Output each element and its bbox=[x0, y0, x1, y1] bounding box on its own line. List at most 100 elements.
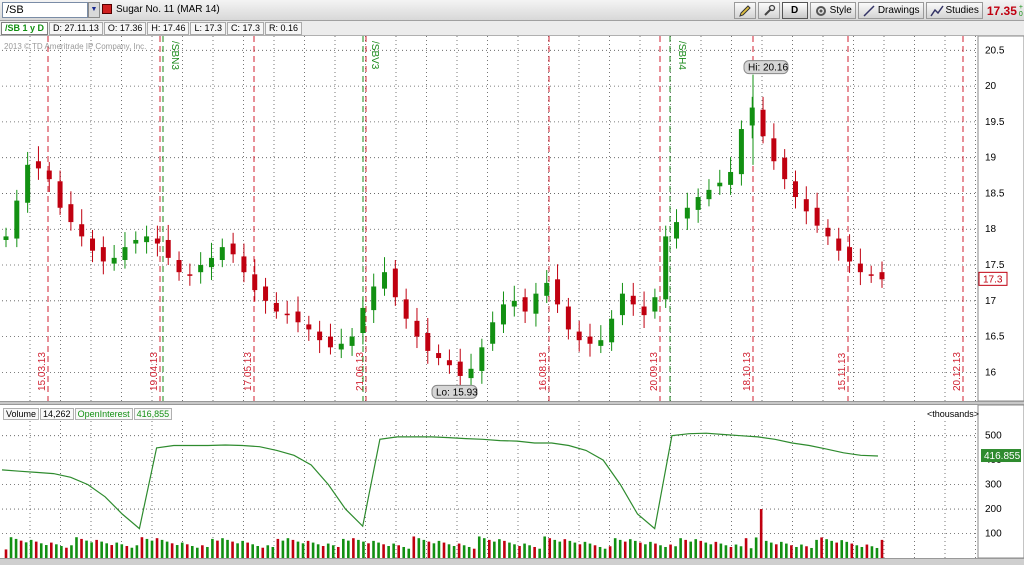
volume-bar bbox=[80, 538, 83, 558]
volume-bar bbox=[734, 544, 738, 558]
candle-body bbox=[349, 336, 355, 346]
volume-bar bbox=[830, 540, 833, 558]
candle-body bbox=[371, 286, 377, 311]
candle-body bbox=[198, 265, 204, 273]
volume-bar bbox=[875, 547, 879, 558]
symbol-input[interactable]: /SB bbox=[2, 2, 88, 18]
volume-bar bbox=[362, 541, 365, 558]
open-readout: O: 17.36 bbox=[103, 21, 147, 35]
low-readout: L: 17.3 bbox=[190, 21, 226, 35]
volume-bar bbox=[377, 542, 380, 558]
volume-y-tick-label: 100 bbox=[985, 529, 1002, 540]
volume-bar bbox=[659, 545, 662, 558]
volume-bar bbox=[593, 545, 597, 558]
volume-bar bbox=[739, 546, 743, 558]
volume-bar bbox=[588, 543, 592, 558]
price-plot-background bbox=[0, 36, 1024, 401]
volume-value: 14,262 bbox=[40, 408, 74, 420]
volume-bar bbox=[729, 546, 733, 558]
style-button[interactable]: Style bbox=[809, 2, 856, 19]
volume-bar bbox=[669, 544, 672, 558]
candle-body bbox=[208, 257, 214, 268]
volume-bar bbox=[402, 546, 406, 558]
volume-bar bbox=[618, 539, 622, 558]
volume-bar bbox=[865, 544, 869, 558]
candle-body bbox=[25, 164, 31, 203]
pencil-icon bbox=[738, 4, 752, 18]
volume-bar bbox=[291, 539, 295, 558]
pane-divider[interactable] bbox=[0, 401, 1024, 405]
current-price-tag-box bbox=[978, 271, 1008, 286]
candle-body bbox=[728, 171, 734, 185]
volume-bar bbox=[306, 540, 310, 558]
candle-body bbox=[663, 236, 669, 300]
candle-body bbox=[533, 293, 539, 314]
volume-bar bbox=[482, 538, 486, 558]
last-price: 17.35 bbox=[986, 3, 1017, 18]
volume-bar bbox=[331, 545, 335, 558]
volume-bar bbox=[764, 540, 768, 558]
drawings-button[interactable]: Drawings bbox=[857, 2, 924, 19]
volume-bar bbox=[543, 536, 546, 558]
volume-bar bbox=[281, 540, 285, 558]
volume-bar bbox=[29, 539, 33, 558]
volume-bar bbox=[644, 544, 647, 558]
wrench-icon bbox=[762, 4, 776, 18]
volume-bar bbox=[241, 540, 244, 558]
volume-bar bbox=[845, 541, 849, 558]
volume-bar bbox=[397, 545, 400, 558]
volume-bar bbox=[623, 541, 627, 558]
candle-body bbox=[479, 347, 485, 371]
volume-bar bbox=[14, 538, 18, 558]
price-y-tick-label: 16.5 bbox=[985, 332, 1005, 343]
volume-bar bbox=[417, 538, 421, 558]
candle-body bbox=[14, 200, 20, 239]
volume-bar bbox=[70, 545, 73, 558]
aggregation-button[interactable]: D bbox=[781, 2, 808, 19]
volume-bar bbox=[160, 539, 164, 558]
candle-body bbox=[879, 272, 885, 280]
volume-bar bbox=[110, 545, 114, 558]
volume-bar bbox=[190, 546, 194, 558]
volume-bar bbox=[347, 540, 350, 558]
volume-bar bbox=[800, 544, 803, 558]
volume-bar bbox=[815, 539, 818, 558]
volume-bar bbox=[34, 541, 38, 558]
volume-bar bbox=[367, 543, 370, 558]
volume-bar bbox=[714, 541, 718, 558]
contract-label: /SBV3 bbox=[369, 41, 380, 70]
candle-body bbox=[144, 236, 150, 243]
price-y-tick-label: 20.5 bbox=[985, 45, 1005, 56]
candle-body bbox=[836, 238, 842, 251]
candle-body bbox=[122, 247, 128, 261]
studies-button[interactable]: Studies bbox=[925, 2, 983, 19]
candle-body bbox=[630, 295, 636, 305]
pan-tool-button[interactable] bbox=[757, 2, 780, 19]
price-chart[interactable]: 16 16.5 17 17.5 18 18.5 19 19.5 20 20.5 15.03.13 19… bbox=[0, 36, 1024, 401]
volume-bar bbox=[452, 546, 456, 558]
candle-body bbox=[684, 207, 690, 219]
volume-chart[interactable]: 100200300400500416.855 bbox=[0, 405, 1024, 558]
volume-bar bbox=[211, 538, 214, 558]
volume-bar bbox=[805, 546, 808, 558]
hi-label-box bbox=[743, 60, 789, 75]
contract-label: /SBN3 bbox=[169, 41, 180, 70]
volume-label: Volume bbox=[3, 408, 40, 420]
candle-body bbox=[522, 297, 528, 312]
candle-body bbox=[674, 222, 680, 239]
volume-bar bbox=[256, 546, 260, 558]
volume-bar bbox=[19, 540, 23, 558]
symbol-dropdown-button[interactable]: ▼ bbox=[88, 2, 100, 18]
horizontal-scrollbar[interactable] bbox=[0, 558, 1024, 565]
crosshair-tool-button[interactable] bbox=[733, 2, 756, 19]
volume-bar bbox=[568, 540, 572, 558]
volume-bar bbox=[457, 543, 461, 558]
candle-body bbox=[555, 279, 561, 305]
expiration-date-label: 15.03.13 bbox=[37, 352, 48, 391]
volume-bar bbox=[50, 542, 53, 558]
expiration-date-label: 15.11.13 bbox=[837, 352, 848, 391]
volume-bar bbox=[125, 546, 129, 558]
symbol-period-label[interactable]: /SB 1 y D bbox=[1, 21, 49, 35]
price-y-tick-label: 18 bbox=[985, 224, 997, 235]
volume-bar bbox=[689, 541, 692, 558]
